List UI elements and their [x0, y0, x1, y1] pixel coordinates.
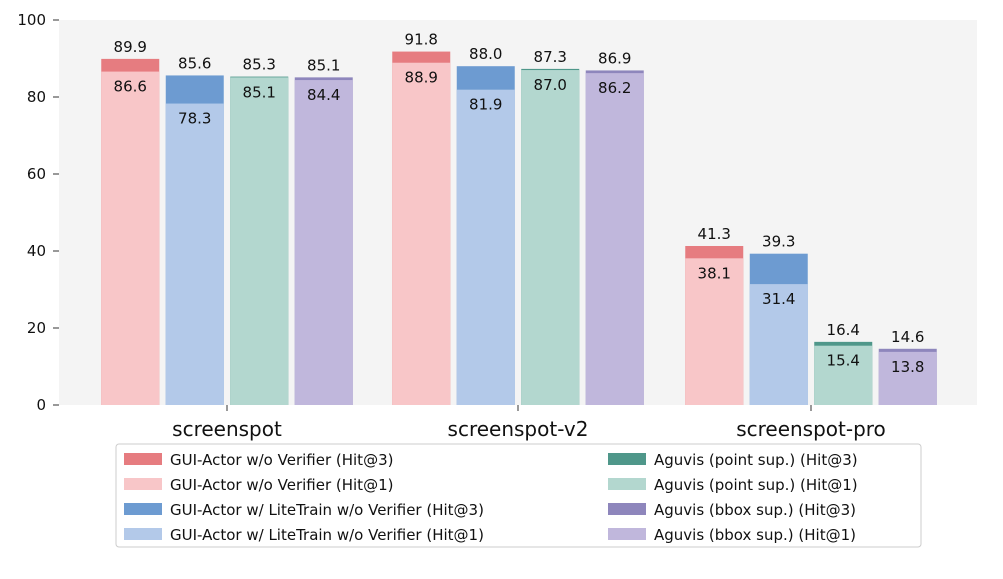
value-label-hit3: 85.1: [307, 56, 340, 74]
value-label-hit1: 13.8: [891, 358, 924, 376]
bar-gui-actor-w-o-verifier-hit1-screenspot-v2: [392, 62, 451, 406]
bar-gui-actor-w-o-verifier-hit1-screenspot-pro: [685, 258, 744, 405]
legend-swatch: [608, 478, 646, 490]
y-tick-label: 40: [27, 242, 46, 260]
legend-swatch: [124, 503, 162, 515]
legend-swatch: [608, 453, 646, 465]
bar-aguvis-point-sup-hit1-screenspot: [230, 77, 289, 406]
bar-gui-actor-w-litetrain-w-o-verifier-hit1-screenspot-v2: [456, 89, 515, 405]
value-label-hit1: 86.6: [114, 78, 147, 96]
legend-label: Aguvis (point sup.) (Hit@3): [654, 451, 858, 469]
value-label-hit3: 14.6: [891, 328, 924, 346]
legend-label: Aguvis (bbox sup.) (Hit@3): [654, 501, 856, 519]
x-tick-label: screenspot-pro: [736, 417, 886, 441]
value-label-hit3: 89.9: [114, 38, 147, 56]
legend-label: GUI-Actor w/ LiteTrain w/o Verifier (Hit…: [170, 501, 484, 519]
value-label-hit3: 87.3: [534, 48, 567, 66]
legend-label: GUI-Actor w/o Verifier (Hit@1): [170, 476, 393, 494]
bar-aguvis-point-sup-hit1-screenspot-pro: [814, 345, 873, 405]
legend-swatch: [608, 503, 646, 515]
value-labels-layer: 89.9 86.6 85.6 78.3 85.3 85.1 85.1 84.4 91.8 88.9…: [114, 31, 925, 376]
legend: GUI-Actor w/o Verifier (Hit@3) GUI-Actor …: [115, 443, 922, 548]
value-label-hit3: 91.8: [405, 31, 438, 49]
legend-swatch: [124, 453, 162, 465]
value-label-hit3: 85.3: [243, 56, 276, 74]
y-tick-label: 20: [27, 319, 46, 337]
x-tick-label: screenspot: [172, 417, 282, 441]
bar-aguvis-bbox-sup-hit1-screenspot-v2: [585, 73, 644, 405]
value-label-hit1: 85.1: [243, 83, 276, 101]
value-label-hit1: 84.4: [307, 86, 340, 104]
x-axis: screenspot screenspot-v2 screenspot-pro: [172, 405, 886, 441]
y-tick-label: 60: [27, 165, 46, 183]
legend-label: GUI-Actor w/o Verifier (Hit@3): [170, 451, 393, 469]
value-label-hit3: 88.0: [469, 45, 502, 63]
x-tick-label: screenspot-v2: [448, 417, 589, 441]
value-label-hit1: 81.9: [469, 96, 502, 114]
bars-layer: [101, 51, 937, 406]
legend-swatch: [608, 528, 646, 540]
value-label-hit1: 78.3: [178, 110, 211, 128]
value-label-hit1: 38.1: [698, 264, 731, 282]
bar-gui-actor-w-o-verifier-hit1-screenspot: [101, 71, 160, 405]
value-label-hit3: 39.3: [762, 233, 795, 251]
bar-gui-actor-w-litetrain-w-o-verifier-hit1-screenspot-pro: [749, 284, 808, 405]
value-label-hit3: 16.4: [827, 321, 860, 339]
value-label-hit3: 41.3: [698, 225, 731, 243]
bar-gui-actor-w-litetrain-w-o-verifier-hit1-screenspot: [165, 103, 224, 406]
legend-label: GUI-Actor w/ LiteTrain w/o Verifier (Hit…: [170, 526, 484, 544]
value-label-hit1: 87.0: [534, 76, 567, 94]
bar-aguvis-point-sup-hit1-screenspot-v2: [521, 70, 580, 406]
value-label-hit1: 86.2: [598, 79, 631, 97]
legend-swatch: [124, 478, 162, 490]
value-label-hit3: 86.9: [598, 49, 631, 67]
legend-swatch: [124, 528, 162, 540]
legend-label: Aguvis (point sup.) (Hit@1): [654, 476, 858, 494]
bar-aguvis-bbox-sup-hit1-screenspot: [294, 80, 353, 405]
y-tick-label: 100: [17, 11, 46, 29]
legend-frame: [115, 443, 922, 548]
y-tick-label: 0: [36, 396, 46, 414]
bar-aguvis-bbox-sup-hit1-screenspot-pro: [878, 351, 937, 405]
value-label-hit1: 31.4: [762, 290, 795, 308]
value-label-hit3: 85.6: [178, 54, 211, 72]
y-tick-label: 80: [27, 88, 46, 106]
value-label-hit1: 88.9: [405, 69, 438, 87]
value-label-hit1: 15.4: [827, 352, 860, 370]
y-axis: 0 20 40 60 80 100: [17, 11, 59, 414]
legend-label: Aguvis (bbox sup.) (Hit@1): [654, 526, 856, 544]
